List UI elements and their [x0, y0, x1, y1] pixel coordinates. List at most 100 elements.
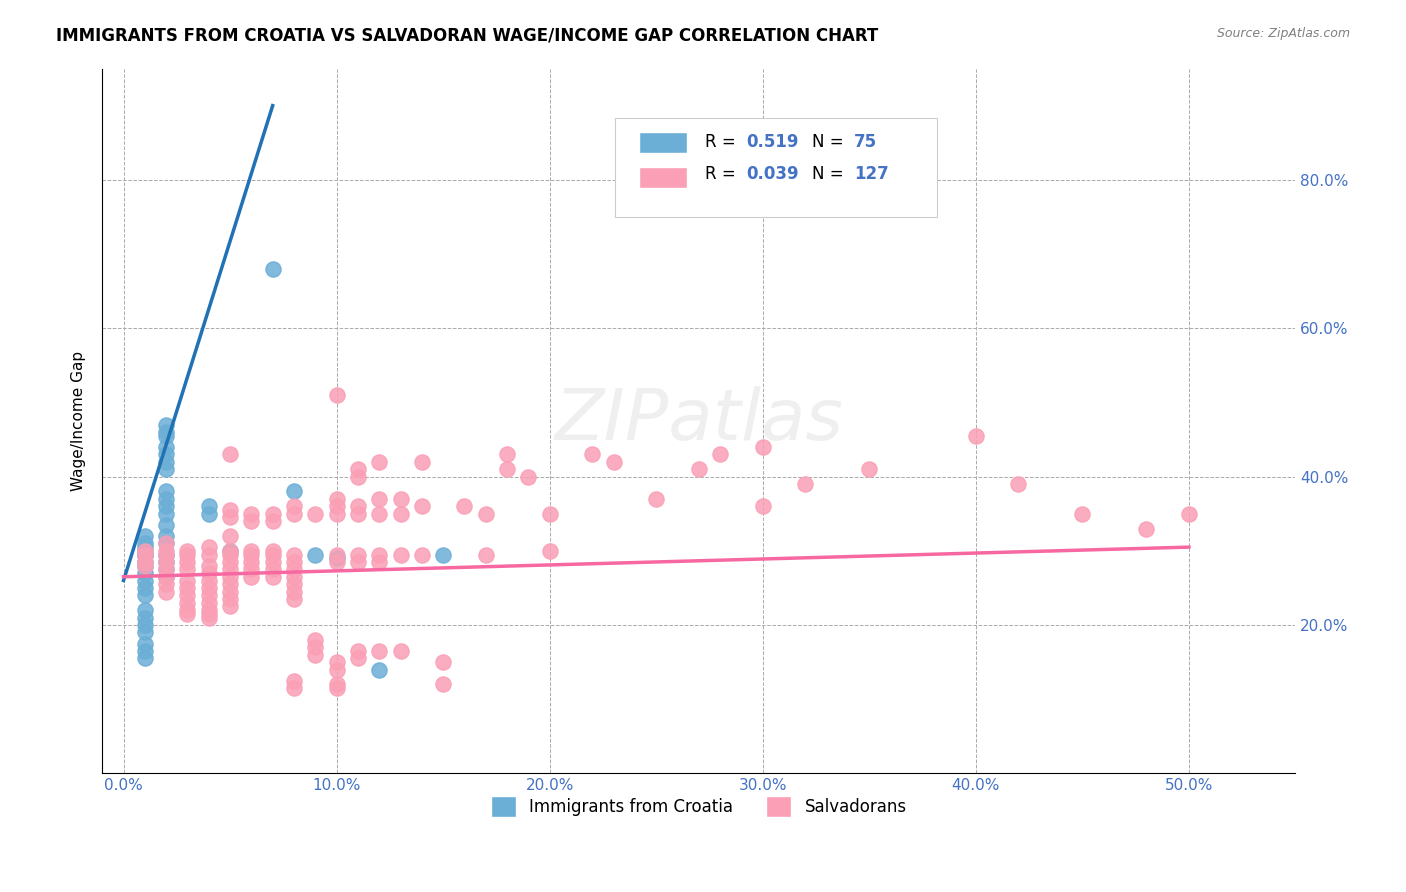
Point [262, 570, 284, 584]
Point [496, 462, 519, 476]
Point [368, 555, 391, 569]
Point [197, 500, 219, 514]
Point [155, 417, 177, 432]
Point [197, 548, 219, 562]
Point [197, 507, 219, 521]
Point [219, 555, 242, 569]
Point [325, 551, 347, 566]
Point [752, 500, 775, 514]
Point [283, 548, 305, 562]
Point [368, 548, 391, 562]
Point [325, 500, 347, 514]
Point [240, 514, 263, 528]
Point [1135, 522, 1157, 536]
Point [197, 581, 219, 595]
Text: R =: R = [704, 133, 741, 151]
Point [134, 544, 156, 558]
Point [1071, 507, 1094, 521]
Point [155, 455, 177, 469]
Point [432, 677, 454, 691]
Point [134, 544, 156, 558]
Point [134, 610, 156, 624]
Point [176, 596, 198, 610]
Point [155, 570, 177, 584]
Point [176, 574, 198, 588]
Point [155, 484, 177, 499]
Point [304, 548, 326, 562]
Point [176, 607, 198, 621]
Point [197, 603, 219, 617]
Point [134, 588, 156, 602]
Point [325, 388, 347, 402]
Point [197, 540, 219, 554]
Point [474, 507, 496, 521]
Point [219, 544, 242, 558]
Point [325, 491, 347, 506]
Point [197, 558, 219, 573]
Point [347, 555, 370, 569]
Point [325, 677, 347, 691]
Point [155, 577, 177, 591]
Point [155, 555, 177, 569]
Point [432, 548, 454, 562]
Point [134, 644, 156, 658]
Point [794, 477, 817, 491]
Text: R =: R = [704, 164, 741, 183]
Point [602, 455, 624, 469]
Text: IMMIGRANTS FROM CROATIA VS SALVADORAN WAGE/INCOME GAP CORRELATION CHART: IMMIGRANTS FROM CROATIA VS SALVADORAN WA… [56, 27, 879, 45]
Point [474, 548, 496, 562]
Point [496, 447, 519, 461]
Point [411, 548, 433, 562]
Point [219, 548, 242, 562]
Point [347, 462, 370, 476]
Point [325, 655, 347, 669]
Point [240, 555, 263, 569]
Point [134, 618, 156, 632]
Point [219, 592, 242, 607]
Point [134, 637, 156, 651]
Point [347, 548, 370, 562]
Bar [640, 132, 688, 153]
Point [325, 507, 347, 521]
Point [155, 562, 177, 576]
Point [240, 548, 263, 562]
Point [176, 548, 198, 562]
Point [283, 577, 305, 591]
Point [176, 544, 198, 558]
Point [240, 562, 263, 576]
Point [155, 529, 177, 543]
Point [368, 663, 391, 677]
Point [219, 544, 242, 558]
Point [155, 440, 177, 454]
Point [283, 570, 305, 584]
Point [709, 447, 731, 461]
Point [368, 491, 391, 506]
Text: 0.039: 0.039 [747, 164, 799, 183]
Point [752, 440, 775, 454]
Point [155, 536, 177, 550]
Point [197, 596, 219, 610]
Point [389, 644, 412, 658]
Point [155, 500, 177, 514]
Point [219, 529, 242, 543]
Point [134, 548, 156, 562]
Point [219, 447, 242, 461]
Point [389, 507, 412, 521]
FancyBboxPatch shape [616, 118, 938, 217]
Point [1178, 507, 1201, 521]
Point [389, 548, 412, 562]
Point [283, 500, 305, 514]
Point [432, 655, 454, 669]
Point [176, 581, 198, 595]
Point [240, 570, 263, 584]
Point [176, 555, 198, 569]
Point [262, 555, 284, 569]
Point [134, 548, 156, 562]
Point [347, 500, 370, 514]
Point [304, 632, 326, 647]
Point [219, 503, 242, 517]
Point [325, 548, 347, 562]
Point [368, 507, 391, 521]
Point [134, 548, 156, 562]
Point [517, 469, 540, 483]
